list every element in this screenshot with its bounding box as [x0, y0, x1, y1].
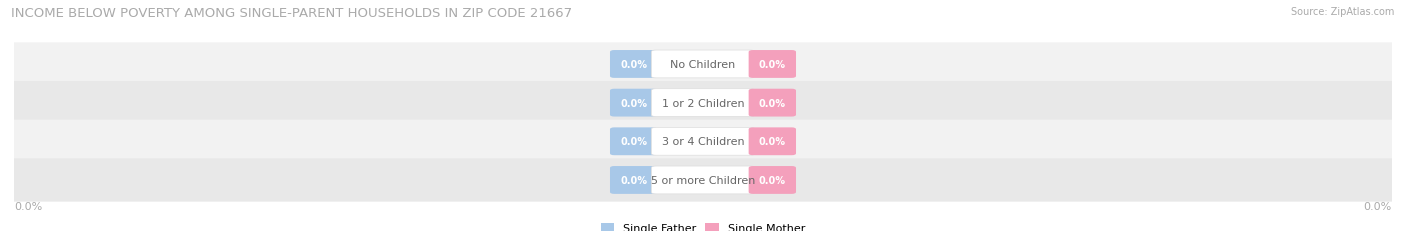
Text: 1 or 2 Children: 1 or 2 Children: [662, 98, 744, 108]
FancyBboxPatch shape: [651, 128, 755, 155]
FancyBboxPatch shape: [7, 82, 1399, 125]
FancyBboxPatch shape: [651, 51, 755, 79]
FancyBboxPatch shape: [651, 89, 755, 117]
FancyBboxPatch shape: [610, 128, 658, 155]
Text: 0.0%: 0.0%: [759, 137, 786, 147]
FancyBboxPatch shape: [651, 166, 755, 194]
Text: INCOME BELOW POVERTY AMONG SINGLE-PARENT HOUSEHOLDS IN ZIP CODE 21667: INCOME BELOW POVERTY AMONG SINGLE-PARENT…: [11, 7, 572, 20]
FancyBboxPatch shape: [610, 89, 658, 117]
Legend: Single Father, Single Mother: Single Father, Single Mother: [600, 223, 806, 231]
Text: 5 or more Children: 5 or more Children: [651, 175, 755, 185]
Text: 0.0%: 0.0%: [759, 60, 786, 70]
Text: 0.0%: 0.0%: [620, 137, 647, 147]
Text: No Children: No Children: [671, 60, 735, 70]
FancyBboxPatch shape: [748, 128, 796, 155]
Text: 0.0%: 0.0%: [1364, 201, 1392, 211]
FancyBboxPatch shape: [7, 120, 1399, 163]
FancyBboxPatch shape: [7, 43, 1399, 86]
FancyBboxPatch shape: [748, 89, 796, 117]
Text: 0.0%: 0.0%: [620, 60, 647, 70]
Text: 0.0%: 0.0%: [759, 175, 786, 185]
FancyBboxPatch shape: [610, 166, 658, 194]
FancyBboxPatch shape: [7, 159, 1399, 202]
FancyBboxPatch shape: [748, 166, 796, 194]
Text: 0.0%: 0.0%: [14, 201, 42, 211]
Text: 0.0%: 0.0%: [759, 98, 786, 108]
FancyBboxPatch shape: [748, 51, 796, 79]
Text: Source: ZipAtlas.com: Source: ZipAtlas.com: [1291, 7, 1395, 17]
Text: 3 or 4 Children: 3 or 4 Children: [662, 137, 744, 147]
Text: 0.0%: 0.0%: [620, 175, 647, 185]
Text: 0.0%: 0.0%: [620, 98, 647, 108]
FancyBboxPatch shape: [610, 51, 658, 79]
